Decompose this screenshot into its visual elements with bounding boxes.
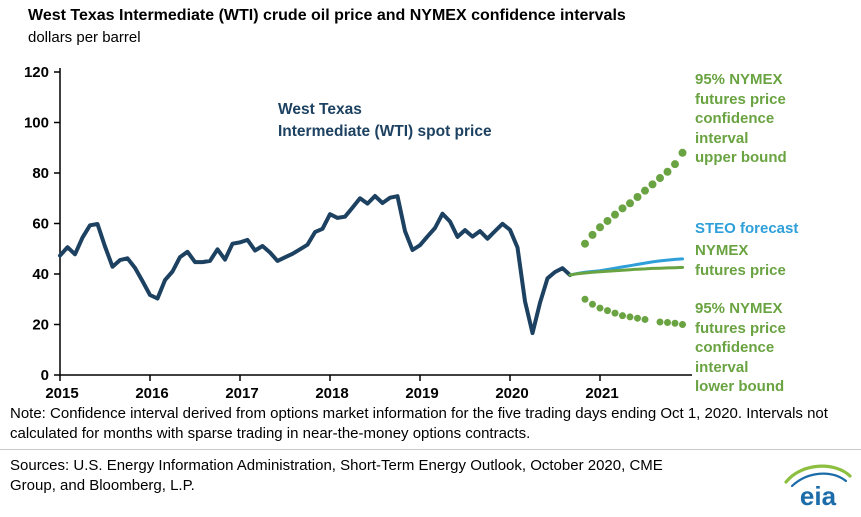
x-tick-label: 2017	[225, 385, 258, 402]
x-tick-label: 2019	[405, 385, 438, 402]
y-tick-label: 60	[32, 216, 49, 233]
label-upper-bound: 95% NYMEX futures price confidence inter…	[695, 71, 787, 166]
y-tick-label: 20	[32, 317, 49, 334]
eia-logo-text: eia	[800, 481, 837, 510]
series-nymex-futures	[568, 265, 684, 277]
eia-logo: eia	[784, 464, 852, 510]
x-tick-label: 2021	[585, 385, 618, 402]
label-steo-forecast: STEO forecast	[695, 220, 799, 237]
series-ci-upper-bound	[581, 148, 687, 248]
y-tick-label: 100	[24, 115, 49, 132]
eia-logo-green-swoosh	[784, 464, 852, 484]
spot-price-annotation: West Texas Intermediate (WTI) spot price	[278, 101, 492, 141]
eia-logo-blue-swoosh	[790, 472, 848, 488]
x-tick-label: 2016	[135, 385, 168, 402]
y-tick-label: 120	[24, 64, 49, 81]
y-tick-label: 40	[32, 266, 49, 283]
chart-title: West Texas Intermediate (WTI) crude oil …	[28, 7, 626, 24]
chart-subtitle: dollars per barrel	[28, 29, 141, 46]
sources-text: Sources: U.S. Energy Information Adminis…	[10, 457, 663, 495]
series-wti-spot	[58, 194, 572, 336]
x-tick-label: 2020	[495, 385, 528, 402]
note-text: Note: Confidence interval derived from o…	[10, 405, 828, 443]
y-tick-label: 0	[41, 367, 49, 384]
x-tick-label: 2015	[45, 385, 78, 402]
label-lower-bound: 95% NYMEX futures price confidence inter…	[695, 300, 786, 395]
y-tick-label: 80	[32, 165, 49, 182]
label-nymex-futures: NYMEX futures price	[695, 242, 786, 279]
x-tick-label: 2018	[315, 385, 348, 402]
series-ci-lower-bound	[581, 295, 686, 328]
footer-divider	[0, 449, 861, 450]
